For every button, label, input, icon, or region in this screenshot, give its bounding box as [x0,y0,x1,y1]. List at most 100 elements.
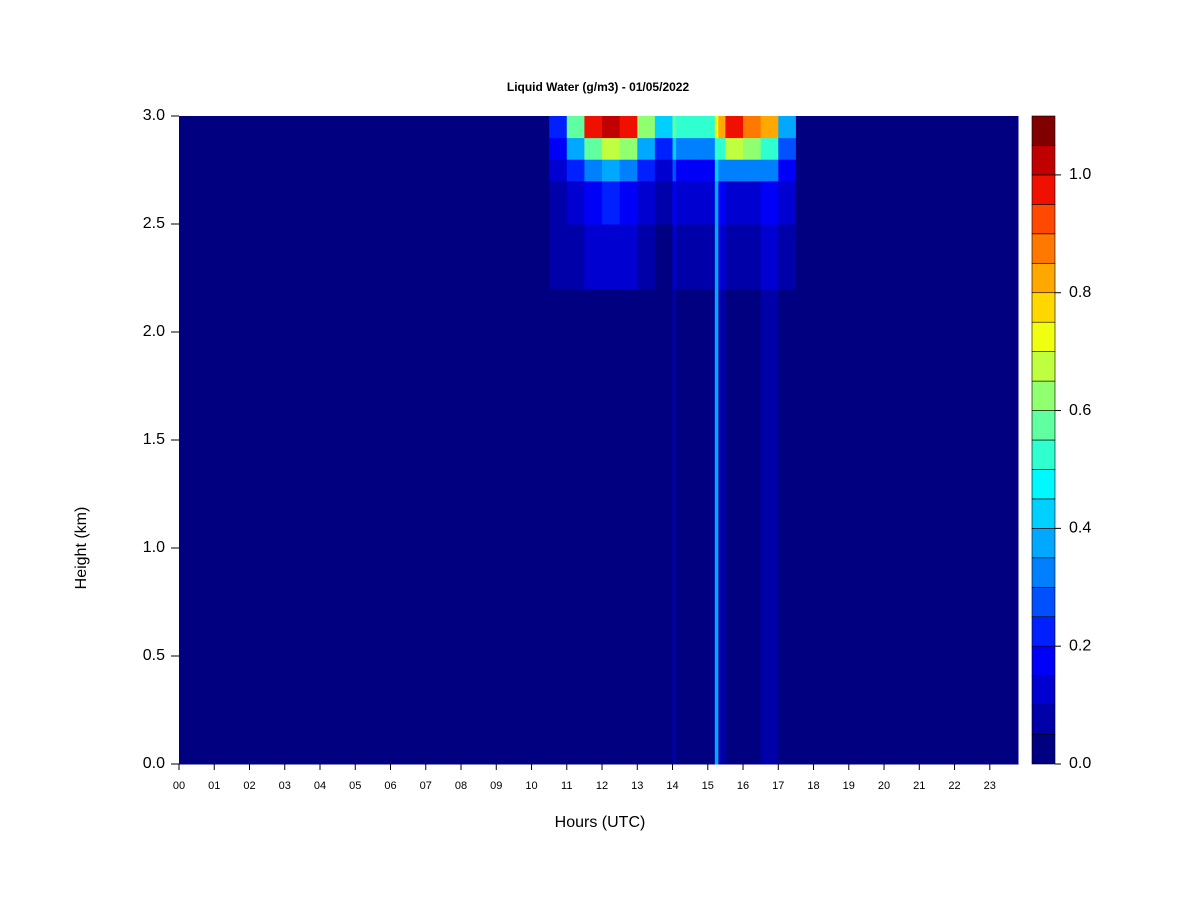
heatmap-cell [718,137,726,160]
colorbar-band [1031,498,1056,529]
colorbar-tick-label: 0.8 [1069,284,1091,301]
heatmap-cell [672,180,677,225]
heatmap-cell [725,159,744,182]
heatmap-cell [566,137,585,160]
heatmap-cell [676,137,716,160]
heatmap-cell [676,224,716,290]
x-tick-label: 12 [596,780,608,792]
heatmap-cell [654,137,674,160]
colorbar-band [1031,616,1056,647]
x-tick-label: 11 [561,780,572,792]
colorbar-tick-label: 0.4 [1069,520,1091,537]
heatmap-cell [778,224,797,290]
colorbar-band [1031,557,1056,588]
heatmap-cell [619,159,638,182]
y-tick-label: 0.0 [143,755,165,772]
heatmap-cell [179,159,550,182]
heatmap-cell [725,224,744,290]
heatmap-cell [672,224,677,290]
heatmap-cell [637,137,656,160]
y-tick-label: 1.5 [143,431,165,448]
heatmap-cell [795,180,1019,225]
x-tick-label: 13 [631,780,643,792]
heatmap-cell [760,288,779,765]
x-tick-label: 09 [490,780,502,792]
x-tick-label: 08 [455,780,467,792]
x-tick-label: 18 [807,780,819,792]
colorbar-tick-label: 1.0 [1069,166,1091,183]
heatmap-cell [714,137,719,160]
heatmap-cell [714,159,719,182]
x-tick-label: 17 [772,780,784,792]
x-tick-label: 06 [384,780,396,792]
x-tick-label: 04 [314,780,326,792]
heatmap-cell [637,116,656,139]
heatmap-cell [778,116,797,139]
heatmap-cell [676,180,716,225]
x-tick-label: 21 [913,780,925,792]
colorbar-band [1031,528,1056,559]
x-tick-label: 01 [208,780,220,792]
heatmap-cell [743,137,762,160]
colorbar-band [1031,439,1056,470]
heatmap-cell [725,137,744,160]
heatmap-cell [584,159,603,182]
colorbar-tick-label: 0.0 [1069,755,1091,772]
heatmap-cell [718,224,726,290]
colorbar-band [1031,262,1056,294]
heatmap-cell [760,116,779,139]
heatmap-cell [179,224,550,290]
colorbar-band [1031,145,1056,176]
heatmap-cell [179,116,550,139]
heatmap-cell [714,116,719,139]
x-tick-label: 00 [173,780,185,792]
heatmap-cell [760,180,779,225]
heatmap-cell [566,288,585,765]
y-tick-label: 3.0 [143,107,165,124]
heatmap-cell [637,288,656,765]
heatmap-cell [179,288,550,765]
heatmap-cell [778,159,797,182]
heatmap-cell [584,137,603,160]
heatmap-cell [714,288,719,765]
heatmap-cell [795,116,1019,139]
y-axis-label: Height (km) [73,507,90,590]
heatmap-cell [795,224,1019,290]
colorbar-band [1031,645,1056,676]
colorbar-band [1031,204,1056,235]
colorbar-band [1031,351,1056,382]
heatmap-cell [778,180,797,225]
x-tick-label: 16 [737,780,749,792]
heatmap-cell [566,116,585,139]
heatmap-cell [760,137,779,160]
heatmap-cell [718,288,726,765]
heatmap-cell [602,116,621,139]
heatmap-cell [654,159,674,182]
heatmap-cell [676,159,716,182]
y-tick-label: 2.0 [143,323,165,340]
heatmap-cell [654,288,674,765]
chart-title: Liquid Water (g/m3) - 01/05/2022 [507,80,690,94]
x-axis-label: Hours (UTC) [555,814,646,831]
x-tick-label: 14 [666,780,678,792]
colorbar-band [1031,233,1056,264]
colorbar-band [1031,292,1056,323]
heatmap-cell [549,180,568,225]
x-tick-label: 03 [279,780,291,792]
heatmap-cell [549,159,568,182]
y-tick-label: 0.5 [143,647,165,664]
heatmap-cell [602,159,621,182]
x-tick-label: 02 [243,780,255,792]
heatmap-cell [566,180,585,225]
y-tick-label: 2.5 [143,215,165,232]
heatmap-cell [566,224,585,290]
heatmap-cell [714,224,719,290]
heatmap-cell [725,288,744,765]
heatmap-cell [743,288,762,765]
x-tick-label: 23 [984,780,996,792]
heatmap-cell [549,288,568,765]
heatmap-cell [179,137,550,160]
colorbar-band [1031,410,1056,441]
heatmap-cell [672,288,677,765]
heatmap-cell [637,224,656,290]
